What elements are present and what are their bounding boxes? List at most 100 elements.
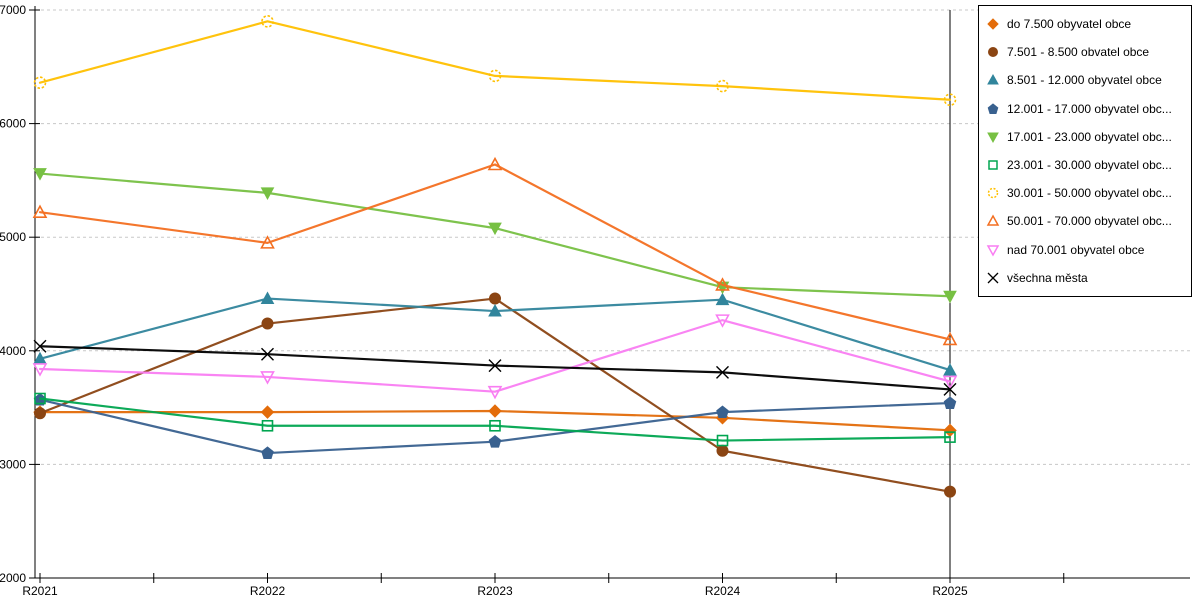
data-point-marker[interactable]	[715, 292, 730, 306]
data-point-marker[interactable]	[488, 69, 502, 83]
data-point-marker[interactable]	[944, 485, 956, 498]
legend-marker-shape	[986, 214, 1000, 227]
data-point-marker[interactable]	[943, 382, 957, 396]
y-axis-tick-label: 6000	[0, 117, 26, 131]
data-point-marker[interactable]	[488, 222, 502, 236]
legend-marker-shape	[988, 47, 998, 58]
data-point-marker[interactable]	[488, 435, 502, 448]
data-point-marker[interactable]	[943, 290, 957, 304]
legend-marker-shape	[987, 18, 999, 30]
y-axis-tick-label: 3000	[0, 457, 26, 471]
legend-item-label: 23.001 - 30.000 obyvatel obc...	[1007, 158, 1172, 173]
data-point-marker[interactable]	[716, 405, 729, 419]
legend-item-label: do 7.500 obyvatel obce	[1007, 17, 1132, 32]
legend-marker-shape	[987, 132, 999, 143]
data-point-marker[interactable]	[261, 15, 274, 28]
data-point-marker[interactable]	[488, 404, 502, 418]
y-axis-tick-label: 7000	[0, 3, 26, 17]
data-point-marker[interactable]	[33, 168, 47, 181]
data-point-marker[interactable]	[261, 317, 274, 330]
data-point-marker[interactable]	[34, 407, 46, 420]
y-axis-tick-label: 5000	[0, 230, 26, 244]
data-point-marker[interactable]	[716, 444, 729, 457]
chart-legend: do 7.500 obyvatel obce 7.501 - 8.500 obva…	[978, 5, 1192, 297]
data-point-marker[interactable]	[942, 375, 958, 390]
data-point-marker[interactable]	[943, 363, 957, 376]
legend-marker-icon	[988, 47, 998, 58]
series-line	[38, 397, 952, 442]
legend-marker-icon	[986, 214, 1000, 227]
legend-item[interactable]: 12.001 - 17.000 obyvatel obc...	[985, 101, 1185, 117]
legend-marker-icon	[987, 18, 999, 30]
legend-marker-icon	[987, 272, 999, 284]
legend-item-label: 17.001 - 23.000 obyvatel obc...	[1007, 129, 1172, 144]
data-point-marker[interactable]	[716, 365, 729, 379]
legend-item[interactable]: 17.001 - 23.000 obyvatel obc...	[985, 129, 1185, 145]
x-axis-tick-label: R2024	[705, 584, 741, 598]
series-line	[38, 163, 952, 341]
legend-marker-shape	[987, 187, 999, 199]
y-axis-tick-label: 4000	[0, 344, 26, 358]
data-point-marker[interactable]	[715, 277, 730, 291]
data-point-marker[interactable]	[489, 419, 501, 432]
legend-item-label: všechna města	[1007, 270, 1088, 285]
data-point-marker[interactable]	[716, 434, 729, 447]
data-point-marker[interactable]	[32, 363, 48, 377]
legend-item[interactable]: nad 70.001 obyvatel obce	[985, 242, 1185, 258]
y-axis-tick-label: 2000	[0, 571, 26, 585]
legend-item[interactable]: 8.501 - 12.000 obyvatel obce	[985, 72, 1185, 88]
data-point-marker[interactable]	[260, 405, 275, 419]
data-point-marker[interactable]	[488, 303, 502, 317]
data-point-marker[interactable]	[942, 331, 958, 346]
series-line	[38, 345, 952, 391]
legend-item-label: 30.001 - 50.000 obyvatel obc...	[1007, 186, 1172, 201]
data-point-marker[interactable]	[943, 93, 957, 107]
data-point-marker[interactable]	[487, 385, 503, 400]
data-point-marker[interactable]	[261, 446, 274, 459]
data-point-marker[interactable]	[715, 314, 730, 328]
legend-item-label: 7.501 - 8.500 obvatel obce	[1007, 45, 1150, 60]
legend-item[interactable]: 50.001 - 70.000 obyvatel obc...	[985, 213, 1185, 229]
data-point-marker[interactable]	[260, 235, 275, 249]
data-point-marker[interactable]	[32, 204, 48, 219]
legend-marker-icon	[987, 132, 999, 143]
legend-item[interactable]: 23.001 - 30.000 obyvatel obc...	[985, 157, 1185, 173]
data-point-marker[interactable]	[487, 156, 503, 171]
data-point-marker[interactable]	[260, 291, 275, 305]
legend-marker-shape	[986, 244, 1000, 257]
data-point-marker[interactable]	[260, 187, 275, 200]
data-point-marker[interactable]	[34, 392, 46, 405]
x-axis-tick-label: R2023	[477, 584, 513, 598]
legend-marker-icon	[986, 244, 1000, 257]
data-point-marker[interactable]	[944, 431, 956, 443]
data-point-marker[interactable]	[716, 79, 729, 93]
legend-item-label: 8.501 - 12.000 obyvatel obce	[1007, 73, 1162, 88]
x-axis-tick-label: R2021	[22, 584, 58, 598]
legend-marker-shape	[987, 272, 999, 284]
legend-marker-icon	[988, 160, 998, 170]
legend-item[interactable]: 7.501 - 8.500 obvatel obce	[985, 44, 1185, 60]
data-point-marker[interactable]	[261, 419, 274, 432]
legend-marker-shape	[988, 160, 998, 170]
series-line	[38, 20, 952, 101]
data-point-marker[interactable]	[943, 396, 957, 409]
legend-marker-icon	[987, 187, 999, 199]
legend-item[interactable]: všechna města	[985, 270, 1185, 286]
series-line	[38, 319, 952, 393]
data-point-marker[interactable]	[33, 76, 47, 90]
x-axis-tick-label: R2022	[250, 584, 286, 598]
legend-item-label: nad 70.001 obyvatel obce	[1007, 242, 1145, 257]
data-point-marker[interactable]	[489, 292, 501, 305]
legend-marker-shape	[987, 103, 999, 114]
data-point-marker[interactable]	[260, 371, 275, 385]
data-point-marker[interactable]	[488, 359, 502, 373]
data-point-marker[interactable]	[33, 339, 47, 353]
data-point-marker[interactable]	[261, 347, 274, 361]
legend-item[interactable]: 30.001 - 50.000 obyvatel obc...	[985, 185, 1185, 201]
legend-item[interactable]: do 7.500 obyvatel obce	[985, 16, 1185, 32]
legend-marker-shape	[987, 74, 999, 85]
legend-marker-icon	[987, 103, 999, 114]
legend-marker-icon	[987, 74, 999, 85]
